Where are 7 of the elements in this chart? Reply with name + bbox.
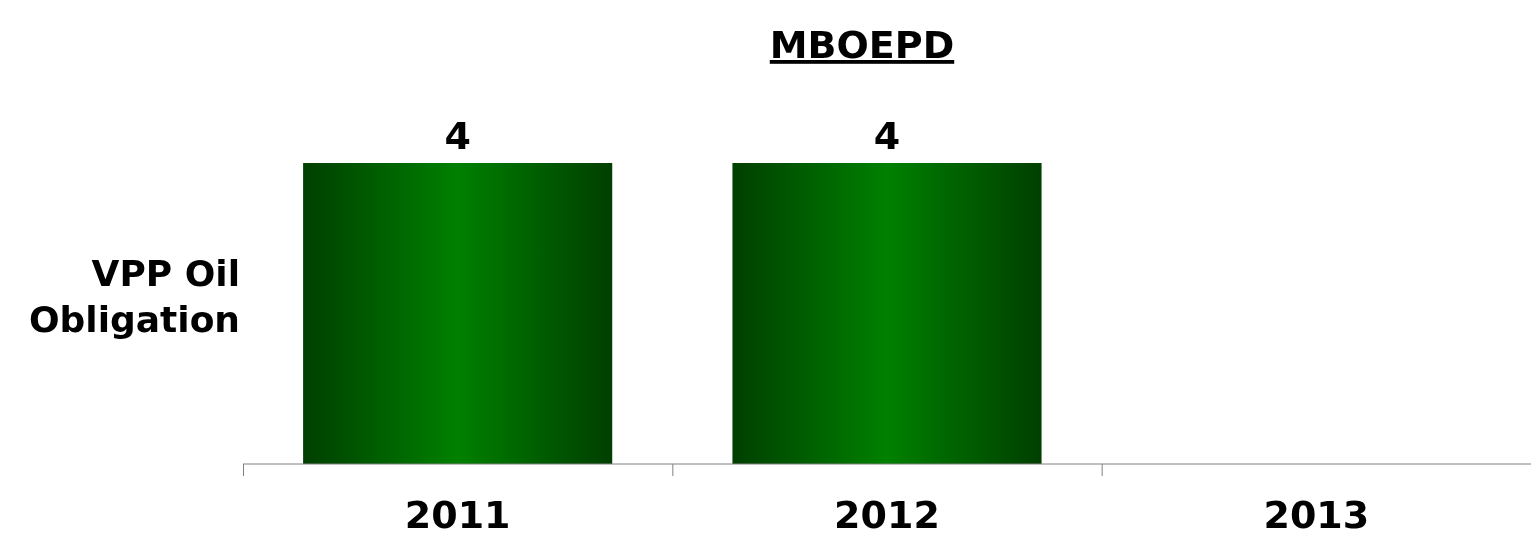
data-label: 4 bbox=[444, 114, 471, 158]
y-axis-title: VPP Oil Obligation bbox=[28, 253, 240, 340]
x-tick-label: 2011 bbox=[404, 493, 511, 534]
data-label: 4 bbox=[873, 114, 901, 158]
chart-title: MBOEPD bbox=[769, 23, 955, 67]
x-tick-label: 2012 bbox=[834, 493, 940, 534]
x-tick-label: 2013 bbox=[1263, 493, 1370, 534]
